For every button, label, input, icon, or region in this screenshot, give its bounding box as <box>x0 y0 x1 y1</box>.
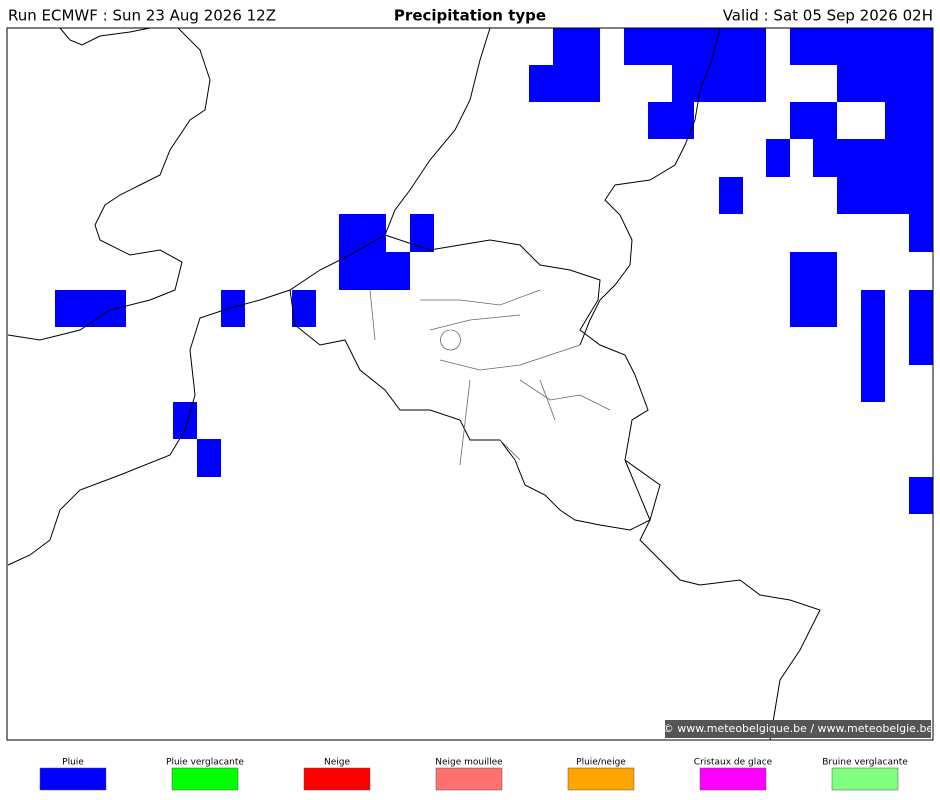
legend-label: Pluie <box>62 758 84 768</box>
legend-swatch <box>39 767 107 791</box>
credit-box <box>665 720 931 738</box>
legend: Pluie Pluie verglacante Neige Neige mouille… <box>39 758 908 791</box>
legend-label: Neige mouillee <box>435 758 503 768</box>
legend-label: Neige <box>324 758 350 768</box>
legend-swatch <box>699 767 767 791</box>
map-frame <box>6 27 934 741</box>
precipitation-cells <box>55 28 933 514</box>
legend-label: Pluie verglacante <box>166 758 244 768</box>
legend-label: Cristaux de glace <box>694 758 773 768</box>
valid-label: Valid : Sat 05 Sep 2026 02H <box>723 7 933 25</box>
legend-swatch <box>435 767 503 791</box>
legend-label: Pluie/neige <box>576 758 626 768</box>
credit: © www.meteobelgique.be / www.meteobelgie… <box>663 722 934 735</box>
map-title: Precipitation type <box>394 7 546 25</box>
legend-swatch <box>303 767 371 791</box>
map-lines <box>7 27 821 741</box>
legend-swatch <box>171 767 239 791</box>
legend-swatch <box>567 767 635 791</box>
legend-swatch <box>831 767 899 791</box>
legend-label: Bruine verglacante <box>822 758 908 768</box>
run-label: Run ECMWF : Sun 23 Aug 2026 12Z <box>8 7 276 25</box>
